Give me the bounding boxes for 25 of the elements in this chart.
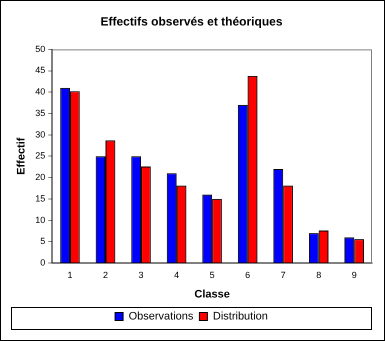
y-tick-label: 35	[35, 108, 46, 118]
x-axis-title: Classe	[194, 288, 230, 300]
legend-label: Observations	[128, 310, 194, 323]
x-tick-label: 1	[67, 270, 72, 280]
x-tick-label: 4	[174, 270, 180, 280]
x-tick-label: 8	[316, 270, 322, 280]
x-tick-label: 9	[352, 270, 357, 280]
y-tick-label: 20	[35, 172, 46, 182]
y-tick-label: 25	[35, 150, 46, 161]
x-tick-label: 6	[245, 270, 250, 280]
y-tick-label: 15	[35, 193, 46, 204]
y-tick-label: 5	[40, 236, 46, 246]
x-tick-label: 3	[138, 270, 144, 280]
y-tick-label: 40	[35, 86, 46, 97]
x-tick-label: 5	[210, 270, 215, 280]
y-tick-label: 30	[35, 129, 46, 140]
y-tick-label: 45	[35, 65, 46, 76]
chart-title: Effectifs observés et théoriques	[100, 14, 283, 29]
x-tick-label: 2	[103, 270, 108, 280]
y-tick-label: 10	[35, 214, 46, 225]
y-axis-title: Effectif	[16, 137, 28, 175]
y-tick-label: 0	[40, 257, 46, 268]
legend-label: Distribution	[212, 310, 268, 323]
y-tick-label: 50	[35, 44, 46, 54]
x-tick-label: 7	[280, 270, 286, 280]
